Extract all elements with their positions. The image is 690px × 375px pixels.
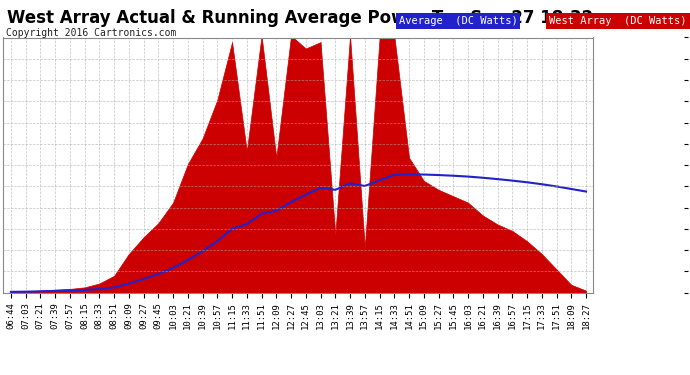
Text: Copyright 2016 Cartronics.com: Copyright 2016 Cartronics.com (6, 28, 176, 38)
Text: Average  (DC Watts): Average (DC Watts) (399, 16, 518, 26)
Text: West Array Actual & Running Average Power Tue Sep 27 18:32: West Array Actual & Running Average Powe… (7, 9, 593, 27)
Text: West Array  (DC Watts): West Array (DC Watts) (549, 16, 687, 26)
